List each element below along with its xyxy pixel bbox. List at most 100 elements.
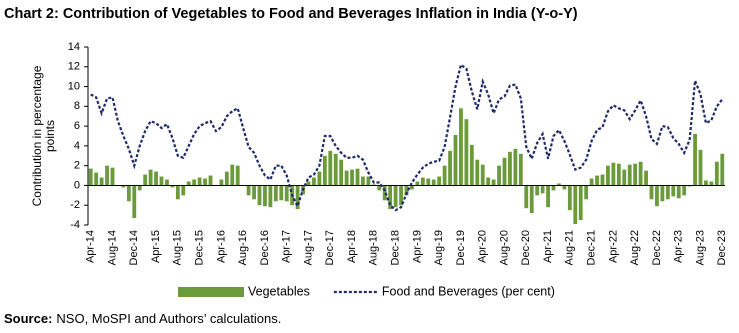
bar [105,165,109,186]
bar [192,179,197,186]
bar [502,157,507,186]
y-tick-label: 8 [74,100,80,112]
bar [410,185,414,190]
x-tick-label: Aug-16 [237,230,249,265]
bar [589,178,594,186]
source-text: NSO, MoSPI and Authors’ calculations. [56,311,281,326]
bar [137,185,142,191]
x-tick-label: Dec-14 [128,230,140,265]
x-tick-label: Dec-16 [259,230,271,265]
bar [344,170,349,186]
y-axis-label: points [43,120,57,152]
line [90,62,724,212]
bar [273,185,278,202]
bar [693,134,697,186]
bar [448,150,452,186]
bar [486,177,491,186]
bar [426,178,431,186]
bar [480,164,485,186]
x-tick-label: Dec-20 [520,230,532,265]
x-tick-label: Apr-23 [673,230,685,263]
bar [197,177,202,186]
bar [143,174,148,186]
x-tick-label: Dec-17 [324,230,336,265]
bar [665,185,670,200]
bar [714,161,719,186]
bar [322,155,327,186]
bar [671,185,676,197]
x-tick-label: Aug-19 [433,230,445,265]
y-tick-label: 4 [74,140,80,152]
bar [235,165,240,186]
bar [649,185,654,200]
bar [567,185,572,211]
bar [399,185,403,206]
x-tick-label: Dec-21 [586,230,598,265]
bar [415,181,420,186]
bar [546,185,550,208]
bar [230,164,235,186]
x-tick-label: Aug-22 [629,230,641,265]
bar [644,170,648,186]
bar [622,169,627,186]
chart-title: Chart 2: Contribution of Vegetables to F… [4,6,578,22]
x-tick-label: Apr-22 [607,230,619,263]
bar [339,159,344,186]
x-tick-label: Aug-21 [564,230,576,265]
bar [279,185,284,201]
x-tick-label: Dec-22 [651,230,663,265]
bar [469,144,474,186]
bar [393,185,398,208]
bar [529,185,534,214]
bar [709,181,714,186]
y-tick-label: -2 [70,199,80,211]
bar [453,135,458,186]
bar [159,176,164,186]
bar [355,168,360,186]
bar [404,185,409,196]
bar [660,185,665,202]
bar [181,185,186,196]
bar [268,185,273,208]
bar [170,185,175,188]
bar [208,175,213,186]
bar [366,176,371,186]
legend-label: Vegetables [248,284,310,298]
bar [377,185,382,191]
bar [257,185,262,206]
y-tick-label: 14 [68,41,80,53]
bar [306,181,311,186]
bar [154,171,158,186]
bar [676,185,681,199]
bar [121,185,126,188]
bar [317,171,322,186]
bar [94,172,99,186]
bar [606,165,610,186]
x-tick-label: Aug-14 [106,230,118,265]
bar [110,167,115,186]
legend-label: Food and Beverages (per cent) [382,284,555,298]
bar [388,185,393,210]
y-tick-label: 10 [68,80,80,92]
bar [246,185,251,196]
bar [126,185,131,202]
bar [573,185,578,225]
bar [578,185,583,221]
bar [165,179,169,186]
x-tick-label: Apr-20 [477,230,489,263]
bar [219,179,224,186]
bar [203,178,207,186]
bar [328,150,333,186]
bar [720,153,725,186]
bar [698,149,703,186]
x-tick-label: Dec-23 [716,230,728,265]
source: Source: NSO, MoSPI and Authors’ calculati… [4,311,281,326]
bar [132,185,137,219]
source-label: Source: [4,311,52,326]
bar [682,185,687,196]
x-tick-label: Dec-19 [455,230,467,265]
x-tick-label: Aug-15 [172,230,184,265]
bar [655,185,659,207]
bar [382,185,387,201]
bar [284,185,289,202]
